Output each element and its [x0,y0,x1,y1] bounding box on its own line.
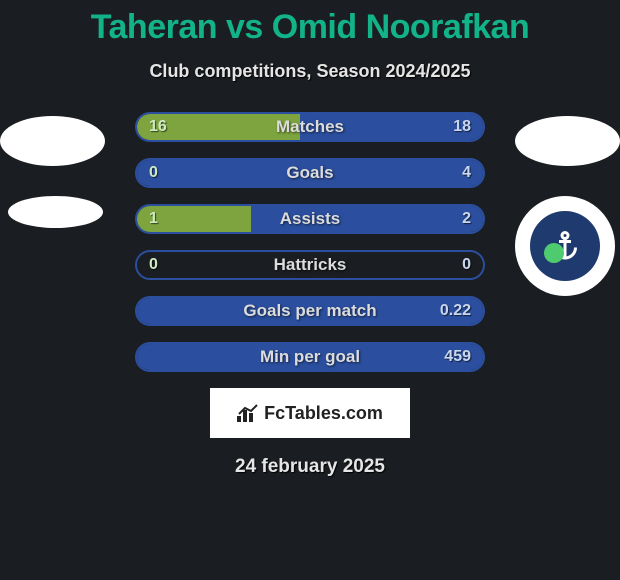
stat-row-goals: 0Goals4 [135,158,485,188]
stat-label: Goals per match [137,298,483,324]
subtitle: Club competitions, Season 2024/2025 [0,61,620,82]
team-badge-right-1 [515,116,620,166]
footer-date: 24 february 2025 [0,456,620,478]
stat-value-right: 0 [462,252,471,278]
team-badge-left-1 [0,116,105,166]
stat-row-matches: 16Matches18 [135,112,485,142]
stat-label: Goals [137,160,483,186]
right-badges-container [515,116,620,296]
stat-value-right: 4 [462,160,471,186]
brand-text: FcTables.com [264,403,383,424]
stat-row-hattricks: 0Hattricks0 [135,250,485,280]
club-logo-circle [515,196,615,296]
team-badge-left-2 [8,196,103,228]
vs-text: vs [226,8,263,46]
stat-value-right: 459 [444,344,471,370]
stat-bars-container: 16Matches180Goals41Assists20Hattricks0Go… [135,112,485,372]
player-left-name: Taheran [91,8,217,46]
player-right-name: Omid Noorafkan [272,8,529,46]
wave-icon [544,243,564,263]
brand-box: FcTables.com [210,388,410,438]
stat-value-right: 18 [453,114,471,140]
page-title: Taheran vs Omid Noorafkan [0,0,620,47]
left-badges-container [0,116,105,258]
stat-label: Matches [137,114,483,140]
club-logo-inner [530,211,600,281]
stat-row-goals-per-match: Goals per match0.22 [135,296,485,326]
chart-icon [237,404,259,422]
stat-row-min-per-goal: Min per goal459 [135,342,485,372]
stat-label: Hattricks [137,252,483,278]
stat-label: Assists [137,206,483,232]
stat-value-right: 0.22 [440,298,471,324]
stat-row-assists: 1Assists2 [135,204,485,234]
stat-label: Min per goal [137,344,483,370]
stat-value-right: 2 [462,206,471,232]
